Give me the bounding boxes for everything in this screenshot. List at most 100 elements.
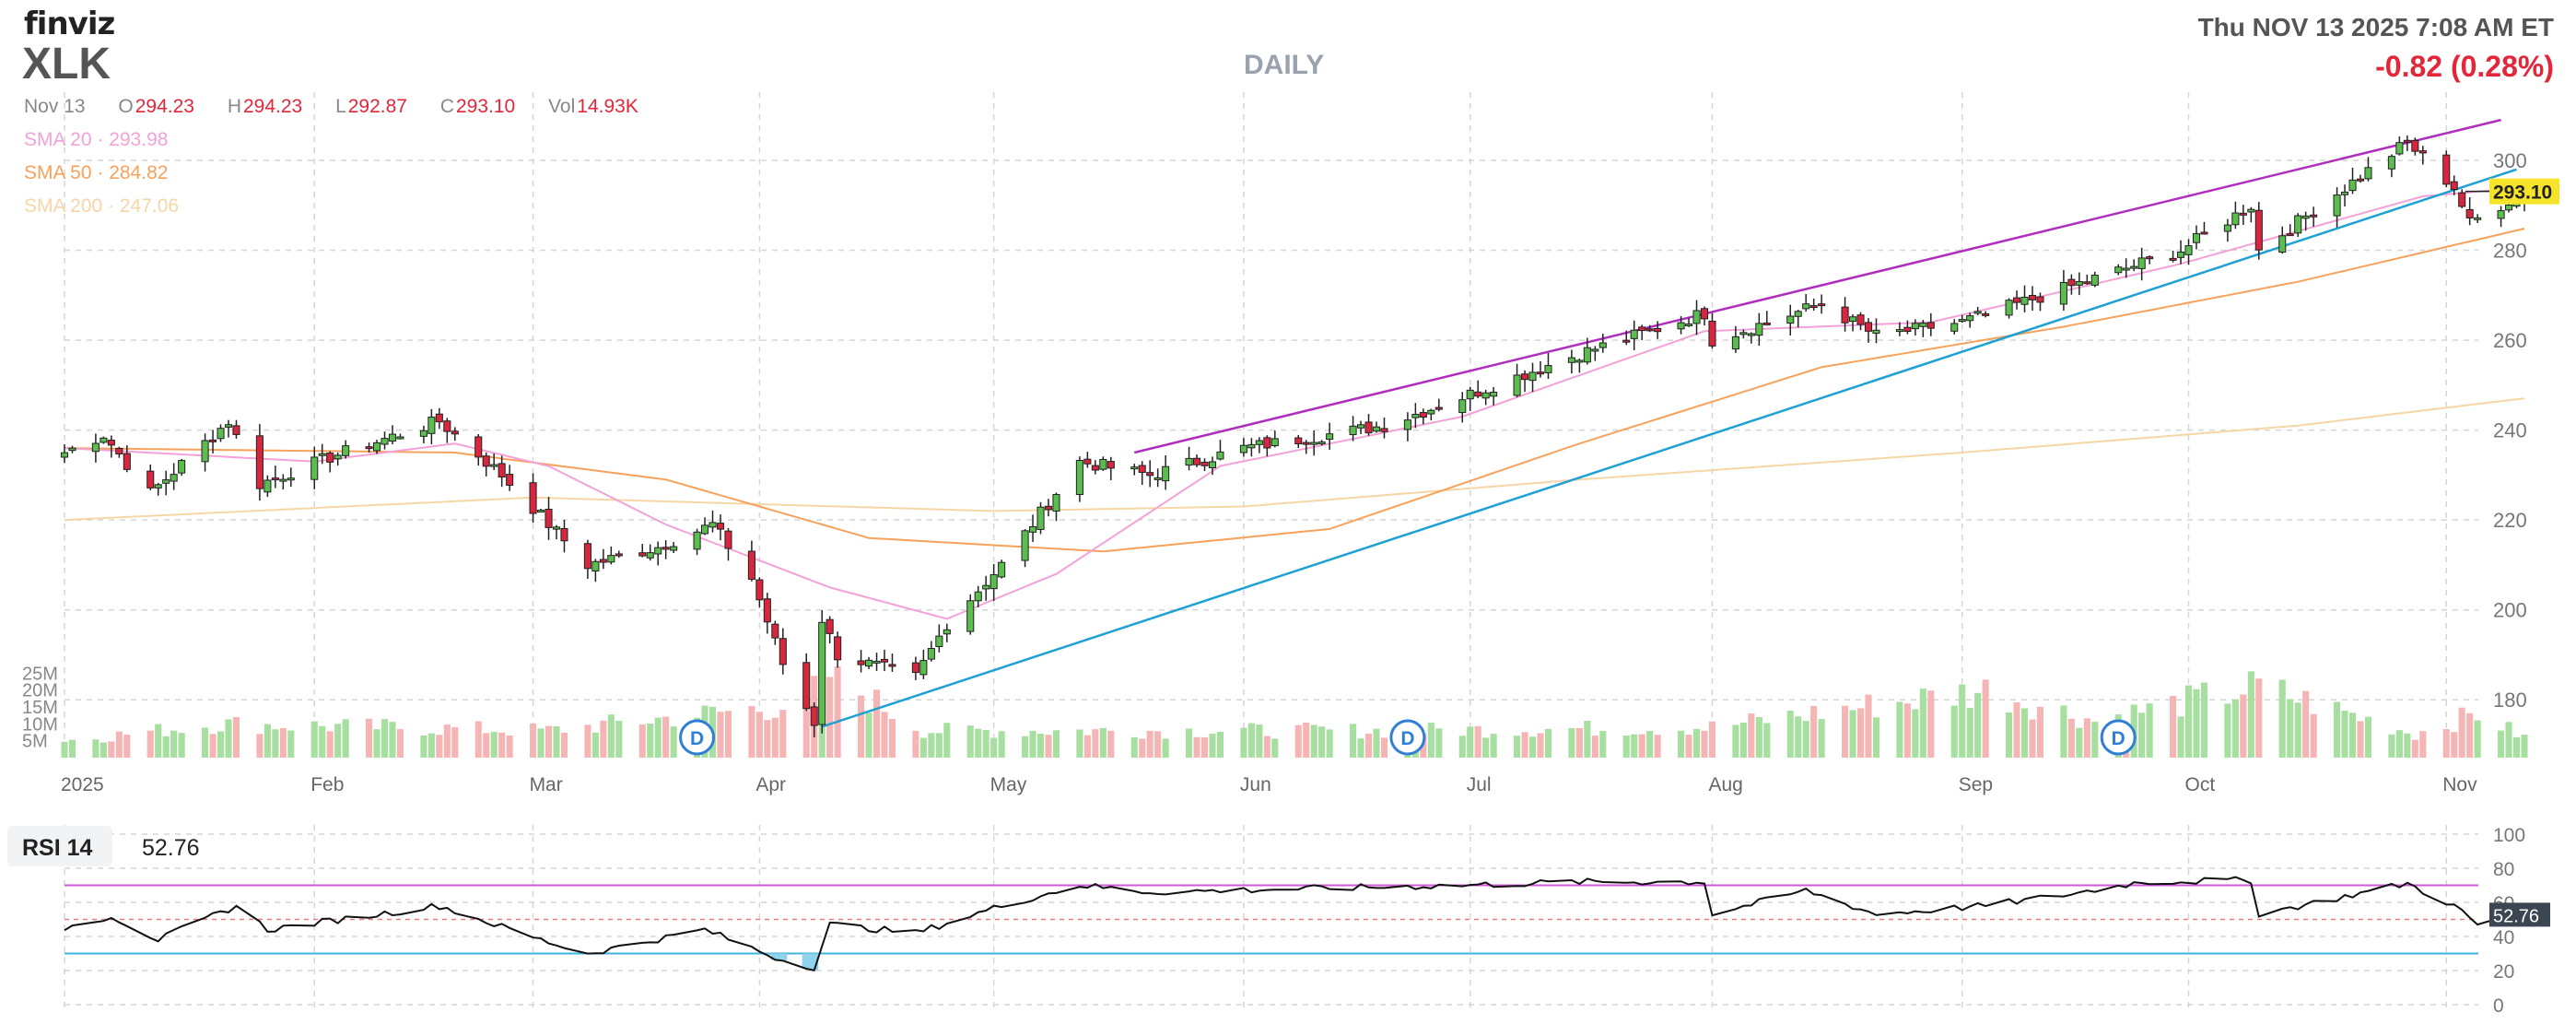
- volume-bar: [1036, 734, 1045, 758]
- candle-body: [1216, 451, 1224, 460]
- candle-body: [388, 433, 397, 442]
- candle-body: [1856, 314, 1865, 325]
- candle-body: [2192, 233, 2201, 243]
- volume-bar: [2442, 729, 2450, 758]
- candle-body: [2184, 245, 2193, 255]
- candle-body: [1544, 365, 1552, 373]
- volume-bar: [68, 739, 76, 758]
- candle-body: [1294, 437, 1303, 444]
- candle-body: [935, 635, 943, 647]
- rsi-last-badge: [2489, 902, 2550, 927]
- candle-body: [1403, 419, 1411, 430]
- volume-bar: [1303, 722, 1310, 758]
- candle-body: [146, 470, 155, 489]
- candle-body: [443, 420, 451, 432]
- candlesticks[interactable]: [60, 135, 2529, 737]
- volume-bar: [2029, 719, 2036, 758]
- rsi-oversold-fill: [583, 953, 819, 971]
- volume-bar: [1146, 730, 1153, 758]
- volume-bar: [483, 733, 490, 758]
- rsi-tick-label: 40: [2493, 927, 2514, 948]
- volume-bar: [1107, 730, 1115, 758]
- candle-body: [1895, 329, 1903, 333]
- volume-bar: [998, 731, 1005, 758]
- volume-bar: [1575, 727, 1583, 758]
- rsi-label[interactable]: RSI 14: [22, 835, 93, 861]
- volume-bar: [1052, 730, 1060, 758]
- volume-bar: [2006, 712, 2013, 758]
- candle-body: [1802, 303, 1810, 310]
- candle-body: [2239, 212, 2247, 216]
- sma50-line: [64, 228, 2525, 553]
- candle-body: [974, 591, 982, 602]
- candle-body: [2067, 278, 2076, 287]
- open-value: 294.23: [135, 96, 194, 117]
- candle-body: [880, 658, 889, 663]
- candle-body: [1419, 412, 1427, 418]
- candle-body: [271, 477, 279, 481]
- volume-bar: [1154, 731, 1162, 758]
- finviz-logo[interactable]: finviz: [24, 6, 115, 42]
- candle-body: [771, 623, 779, 639]
- candle-body: [818, 621, 826, 725]
- volume-bar: [2020, 708, 2029, 758]
- volume-bar: [935, 733, 943, 758]
- volume-bar: [1537, 733, 1544, 758]
- candle-body: [1630, 329, 1638, 339]
- candle-body: [115, 447, 123, 455]
- candle-body: [779, 638, 787, 665]
- volume-bar: [474, 721, 482, 758]
- candle-body: [708, 522, 717, 528]
- lower-trendline: [821, 168, 2517, 728]
- candle-body: [1872, 329, 1880, 335]
- volume-bar: [225, 719, 232, 758]
- candle-body: [2458, 192, 2466, 207]
- volume-bar: [2474, 720, 2481, 758]
- candle-body: [1911, 323, 1919, 330]
- volume-bar: [310, 721, 318, 758]
- volume-bar: [155, 724, 162, 758]
- volume-bar: [2036, 706, 2044, 758]
- volume-bar: [943, 723, 951, 758]
- candle-body: [529, 482, 537, 514]
- sma50-legend[interactable]: SMA 50 · 284.82: [24, 162, 169, 183]
- candle-body: [1263, 437, 1271, 449]
- volume-bar: [2451, 732, 2458, 758]
- volume-bar: [373, 729, 381, 758]
- volume-bar: [1903, 703, 1911, 758]
- volume-bar: [717, 712, 724, 758]
- candle-body: [638, 552, 647, 557]
- candle-body: [2146, 256, 2154, 260]
- sma20-legend[interactable]: SMA 20 · 293.98: [24, 129, 169, 150]
- dividend-marker-label: D: [2112, 728, 2125, 749]
- volume-bar: [530, 723, 537, 758]
- volume-bar: [272, 729, 279, 758]
- volume-bar: [2334, 701, 2341, 758]
- price-tick-label: 240: [2493, 419, 2527, 442]
- volume-bar: [584, 724, 591, 758]
- volume-bar: [1795, 716, 1802, 758]
- volume-bar: [1544, 728, 1552, 758]
- candle-body: [599, 559, 607, 563]
- rsi-value: 52.76: [142, 835, 200, 861]
- candle-body: [2356, 178, 2365, 182]
- sma200-legend[interactable]: SMA 200 · 247.06: [24, 195, 180, 217]
- volume-bar: [1310, 724, 1317, 758]
- candle-body: [2130, 265, 2138, 269]
- candle-body: [2403, 139, 2411, 143]
- date-tick-label: Feb: [310, 774, 344, 795]
- volume-bar: [1802, 721, 1809, 758]
- volume-bar: [2200, 682, 2208, 758]
- volume-bar: [1732, 724, 1739, 758]
- candle-body: [693, 531, 701, 550]
- volume-bar: [326, 731, 334, 758]
- volume-bar: [1678, 730, 1685, 758]
- candle-body: [662, 547, 670, 550]
- candle-body: [537, 509, 545, 512]
- candle-body: [2505, 204, 2513, 211]
- volume-bar: [2060, 705, 2067, 758]
- candle-body: [1786, 315, 1795, 324]
- candle-body: [1755, 323, 1763, 336]
- volume-bar: [654, 717, 662, 758]
